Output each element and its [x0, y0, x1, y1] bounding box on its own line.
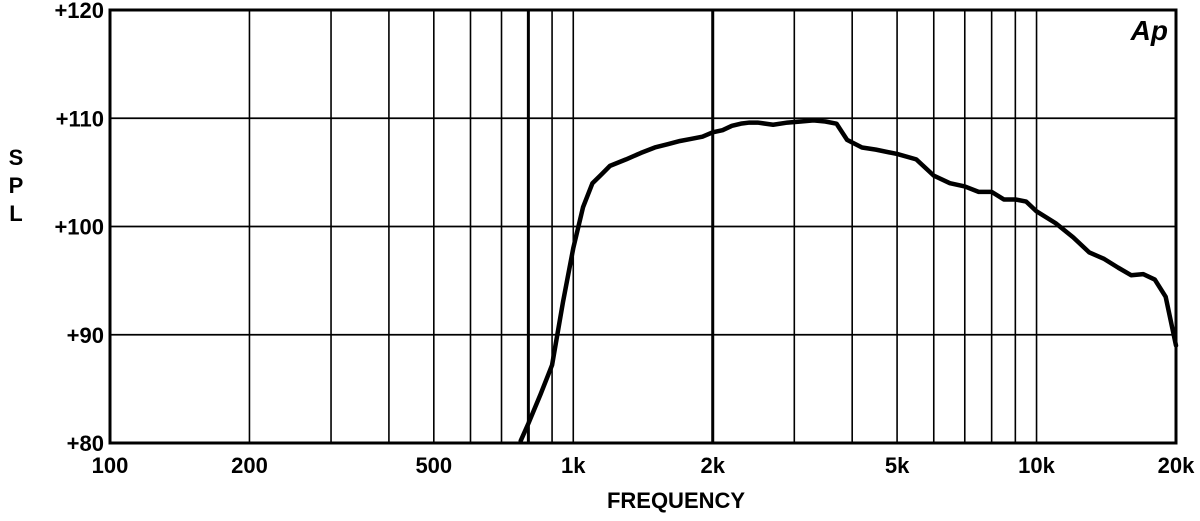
- y-tick-labels: +80 +90 +100 +110 +120: [54, 0, 104, 456]
- y-tick-label: +100: [54, 215, 104, 240]
- y-tick-label: +110: [56, 106, 104, 131]
- grid: [110, 10, 1176, 443]
- y-tick-label: +120: [54, 0, 104, 23]
- plot-frame: [108, 8, 1178, 445]
- x-tick-label: 5k: [885, 453, 910, 478]
- ap-logo: Ap: [1130, 15, 1168, 46]
- y-axis-label-letter: S: [9, 145, 24, 170]
- y-axis-label-letter: L: [9, 201, 22, 226]
- y-tick-label: +90: [67, 323, 104, 348]
- y-tick-label: +80: [67, 431, 104, 456]
- x-tick-label: 200: [231, 453, 268, 478]
- x-tick-label: 100: [92, 453, 129, 478]
- series-line: [518, 118, 1179, 444]
- x-tick-label: 2k: [700, 453, 725, 478]
- x-tick-label: 20k: [1158, 453, 1195, 478]
- x-axis-label: FREQUENCY: [607, 488, 745, 513]
- x-tick-label: 1k: [561, 453, 586, 478]
- x-tick-labels: 100 200 500 1k 2k 5k 10k 20k: [92, 453, 1195, 478]
- x-tick-label: 10k: [1018, 453, 1055, 478]
- y-axis-label-letter: P: [9, 173, 24, 198]
- x-tick-label: 500: [415, 453, 452, 478]
